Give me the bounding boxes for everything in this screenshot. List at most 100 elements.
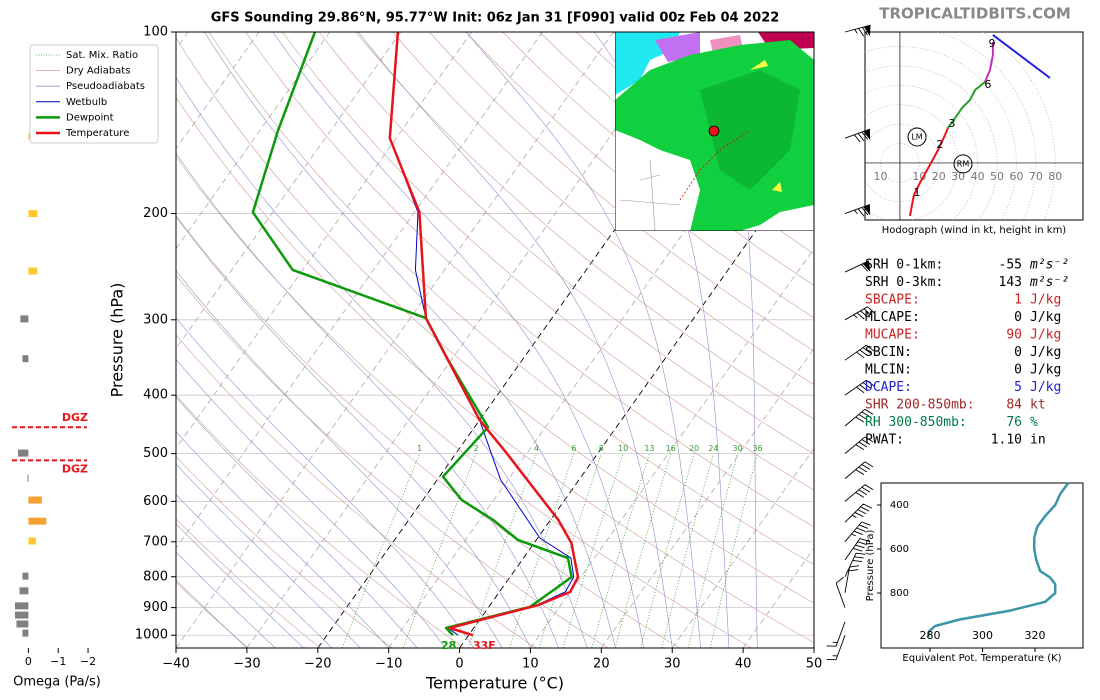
hodograph-frame [864,31,1084,221]
param-label: SBCIN: [865,345,912,360]
hodograph-line [909,127,949,217]
dry-adiabat [318,32,814,455]
pseudoadiabat [593,32,730,648]
wind-barb [844,461,874,479]
x-tick-label: 300 [972,629,993,642]
param-value: 1.10 [991,433,1022,448]
dry-adiabat [465,32,814,319]
y-tick-label: 400 [890,500,909,511]
param-value: 76 [1006,415,1022,430]
mixing-ratio-label: 1 [417,444,422,453]
dry-adiabat [429,32,814,352]
hodograph-line [992,34,1051,79]
pseudoadiabat [176,494,333,648]
isotherm [671,447,814,648]
dgz-label: DGZ [62,462,88,475]
x-tick-label: −1 [50,655,66,668]
mixing-ratio-label: 24 [708,444,718,453]
mixing-ratio-label: 6 [571,444,576,453]
hodograph-caption: Hodograph (wind in kt, height in km) [882,225,1067,236]
x-axis-label: Equivalent Pot. Temperature (K) [902,653,1061,664]
param-unit: J/kg [1030,380,1061,395]
param-value: 0 [1014,363,1022,378]
wind-barb [844,521,871,543]
x-tick-label: −2 [80,655,96,668]
y-tick-label: 600 [143,494,168,509]
wind-barb [844,484,874,502]
x-tick-label: 0 [455,657,463,672]
storm-motion-label: LM [911,132,922,141]
pseudoadiabat [176,523,304,648]
param-unit: kt [1030,398,1046,413]
isotherm [176,32,614,648]
mixing-ratio-line [402,453,477,648]
omega-bar [28,210,38,218]
hodograph-line [984,41,994,83]
mixing-ratio-label: 10 [618,444,628,453]
mixing-ratio-label: 13 [644,444,654,453]
x-tick-label: −30 [233,657,260,672]
x-tick-label: −20 [304,657,331,672]
isotherm [600,347,814,648]
wind-barb [844,379,875,396]
storm-motion [953,154,973,174]
x-tick-label: 20 [593,657,610,672]
pseudoadiabat [176,579,248,648]
wind-barb [844,408,874,427]
ring-label: 70 [1029,170,1043,183]
x-tick-label: 320 [1024,629,1045,642]
profile-line [388,32,580,637]
pseudoadiabat [176,463,361,648]
pseudoadiabat [176,317,474,648]
thetae-line [926,482,1070,638]
mixing-ratio-line [661,453,714,648]
mixing-ratio-line [687,453,738,648]
dry-adiabat [176,394,465,648]
y-tick-label: 1000 [135,628,168,643]
legend-label: Temperature [65,128,129,139]
mixing-ratio-line [709,453,758,648]
pseudoadiabat [176,216,531,648]
ring-label: 50 [990,170,1004,183]
omega-bar [20,315,29,323]
omega-bar [28,132,30,140]
ring-label: 20 [932,170,946,183]
legend-label: Pseudoadiabats [66,81,145,92]
pseudoadiabat [204,32,616,648]
legend-label: Dewpoint [66,112,114,123]
x-axis-label: Temperature (°C) [425,674,564,693]
pseudoadiabat [176,359,446,648]
dry-adiabat [176,456,393,648]
ring-label: 40 [971,170,985,183]
omega-bar [22,572,29,580]
skewt-frame [175,31,815,649]
param-label: MLCIN: [865,363,912,378]
legend-box [29,44,159,144]
param-unit: J/kg [1030,345,1061,360]
y-tick-label: 900 [143,600,168,615]
ring-label: 10 [874,170,888,183]
param-value: 84 [1006,398,1022,413]
dry-adiabat [176,334,537,648]
wind-barb [844,260,871,273]
profile-line [251,32,573,637]
skewt-plot [176,32,814,648]
wind-barb [844,344,875,361]
y-tick-label: 800 [143,569,168,584]
param-unit: J/kg [1030,363,1061,378]
pseudoadiabat [272,32,645,648]
param-unit: % [1030,415,1038,430]
y-tick-label: 400 [143,388,168,403]
mixing-ratio-line [509,453,575,648]
height-label: 2 [936,138,943,151]
x-tick-label: −10 [375,657,402,672]
height-label: 9 [988,37,995,50]
pseudoadiabat [176,270,503,648]
height-label: 6 [984,78,991,91]
mixing-ratio-label: 20 [689,444,699,453]
x-tick-label: 10 [522,657,539,672]
mixing-ratio-label: 2 [473,444,478,453]
x-tick-label: 30 [664,657,681,672]
omega-bar [14,611,29,619]
